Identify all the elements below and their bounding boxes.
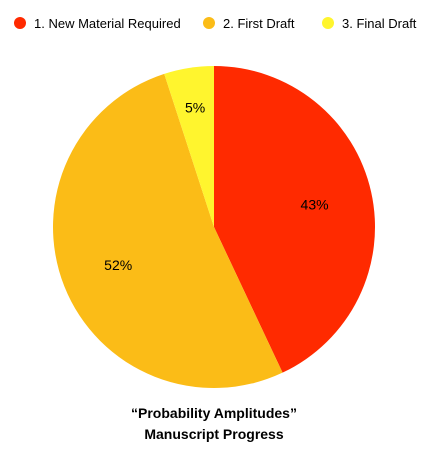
legend-swatch-1 — [14, 17, 26, 29]
slice-label-1: 43% — [301, 197, 329, 213]
legend-swatch-3 — [322, 17, 334, 29]
chart-title-line-2: Manuscript Progress — [144, 426, 283, 442]
slice-label-2: 52% — [104, 257, 132, 273]
legend-label-3: 3. Final Draft — [342, 16, 417, 31]
slice-label-3: 5% — [185, 100, 205, 116]
chart-title-line-1: “Probability Amplitudes” — [131, 405, 297, 421]
pie-slice-2 — [53, 73, 283, 388]
pie-slice-1 — [214, 66, 376, 373]
legend: 1. New Material Required 2. First Draft 3.… — [14, 16, 417, 31]
legend-swatch-2 — [203, 17, 215, 29]
legend-label-1: 1. New Material Required — [34, 16, 181, 31]
pie-slice-3 — [164, 66, 214, 227]
slice-labels: 43% 52% 5% — [104, 100, 328, 273]
legend-label-2: 2. First Draft — [223, 16, 295, 31]
pie-slices — [53, 66, 376, 388]
